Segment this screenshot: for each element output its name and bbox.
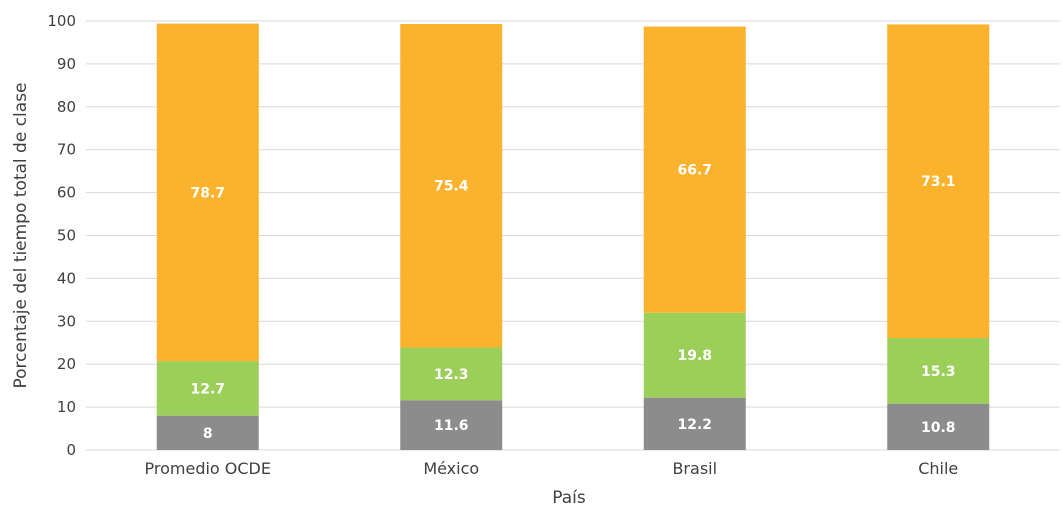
y-tick-label: 50	[57, 227, 76, 245]
data-label: 8	[203, 426, 213, 442]
data-label: 75.4	[434, 179, 469, 195]
bar-segment	[643, 397, 746, 450]
data-label: 10.8	[921, 420, 956, 436]
y-tick-label: 10	[57, 398, 76, 416]
bar-segment	[887, 403, 990, 450]
bar-segment	[156, 23, 259, 362]
bar-segment	[400, 24, 503, 348]
data-label: 66.7	[677, 163, 712, 179]
y-tick-label: 0	[66, 441, 76, 459]
x-category-label: Brasil	[672, 459, 717, 478]
y-tick-label: 40	[57, 269, 76, 287]
x-category-label: México	[423, 459, 479, 478]
y-tick-label: 80	[57, 98, 76, 116]
data-label: 12.2	[677, 417, 712, 433]
data-label: 78.7	[190, 185, 225, 201]
bar-segment	[400, 400, 503, 450]
data-label: 11.6	[434, 418, 469, 434]
data-label: 12.3	[434, 367, 469, 383]
x-axis-title: País	[552, 488, 586, 508]
bars	[156, 23, 990, 450]
bar-segment	[643, 26, 746, 313]
x-axis-categories: Promedio OCDE México Brasil Chile	[145, 459, 959, 478]
data-label: 12.7	[190, 381, 225, 397]
bar-segment	[643, 312, 746, 398]
y-axis-title: Porcentaje del tiempo total de clase	[11, 82, 31, 388]
data-label: 73.1	[921, 174, 956, 190]
data-labels: 8 12.7 78.7 11.6 12.3 75.4 12.2 19.8 66.7 10.8 15.…	[190, 163, 955, 442]
y-tick-label: 60	[57, 184, 76, 202]
bar-segment	[156, 361, 259, 416]
x-category-label: Promedio OCDE	[145, 459, 271, 478]
y-tick-label: 70	[57, 141, 76, 159]
y-tick-label: 30	[57, 312, 76, 330]
data-label: 15.3	[921, 364, 956, 380]
y-tick-label: 90	[57, 55, 76, 73]
y-axis-ticks: 0 10 20 30 40 50 60 70 80 90 100	[47, 12, 76, 459]
y-tick-label: 20	[57, 355, 76, 373]
bar-segment	[400, 347, 503, 401]
y-tick-label: 100	[47, 12, 76, 30]
data-label: 19.8	[677, 348, 712, 364]
bar-segment	[887, 338, 990, 404]
x-category-label: Chile	[918, 459, 958, 478]
bar-segment	[156, 415, 259, 450]
bar-segment	[887, 24, 990, 339]
